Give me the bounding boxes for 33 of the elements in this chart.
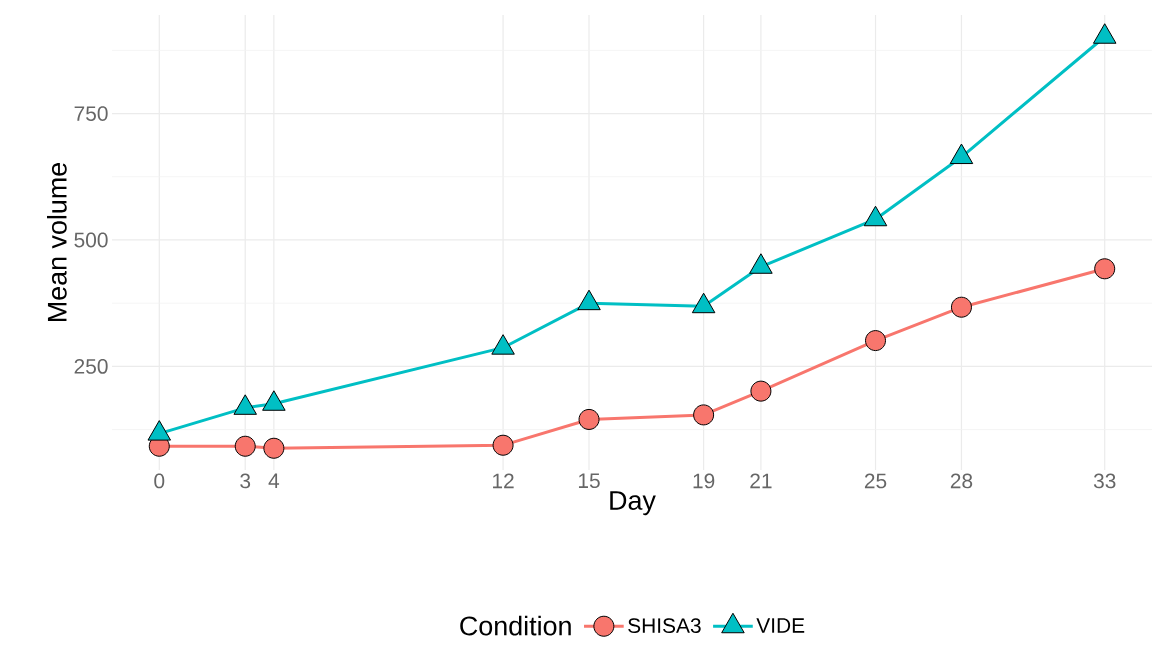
legend-label: SHISA3 — [628, 618, 701, 633]
x-tick-label: 28 — [950, 473, 973, 489]
point — [949, 143, 974, 165]
legend-title: Condition — [460, 615, 571, 636]
y-tick-label: 750 — [74, 106, 108, 121]
point — [578, 408, 600, 430]
point — [691, 292, 716, 314]
x-tick-label: 3 — [240, 473, 251, 489]
point — [865, 330, 887, 352]
x-tick-label: 19 — [693, 473, 715, 489]
y-tick-label: 500 — [74, 232, 108, 248]
point — [263, 437, 285, 459]
x-tick-label: 0 — [154, 473, 165, 489]
point — [492, 434, 514, 456]
point — [693, 404, 715, 426]
y-axis-title: Mean volume — [46, 163, 67, 322]
point — [234, 435, 256, 457]
point — [863, 205, 888, 227]
y-tick-label: 250 — [74, 358, 108, 374]
point — [950, 296, 972, 318]
x-tick-label: 25 — [864, 473, 887, 489]
point — [491, 334, 515, 355]
point — [577, 289, 601, 311]
x-tick-label: 15 — [578, 473, 600, 489]
point — [750, 380, 772, 402]
point — [749, 253, 773, 274]
x-tick-label: 12 — [493, 473, 514, 489]
x-tick-label: 4 — [268, 473, 280, 488]
point — [1092, 23, 1117, 44]
legend-label: VIDE — [756, 618, 805, 633]
x-tick-label: 33 — [1093, 473, 1116, 489]
x-tick-label: 21 — [750, 473, 772, 489]
x-axis-title: Day — [610, 491, 656, 516]
